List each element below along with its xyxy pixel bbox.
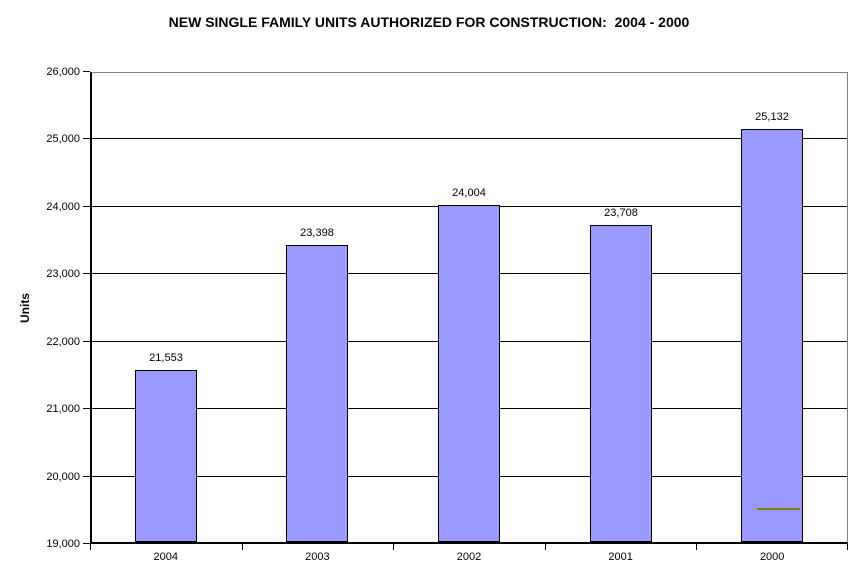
gridline (92, 138, 847, 140)
y-tick-label: 20,000 (46, 470, 80, 483)
y-tick-label: 25,000 (46, 133, 80, 146)
bar-2002 (438, 205, 500, 542)
y-axis-tick (83, 408, 90, 410)
y-axis-tick (83, 543, 90, 544)
y-tick-label: 26,000 (46, 66, 80, 78)
y-tick-label: 19,000 (46, 538, 80, 550)
y-axis-tick (83, 340, 90, 342)
x-category-label: 2001 (608, 551, 633, 563)
x-category-label: 2003 (305, 551, 330, 563)
x-category-label: 2004 (153, 551, 179, 563)
series-dash-marker (757, 508, 800, 510)
x-category-label: 2000 (759, 551, 785, 563)
x-axis-tick (393, 544, 395, 550)
y-axis-tick (83, 205, 90, 207)
x-axis-tick (241, 544, 243, 550)
x-axis-tick (544, 544, 546, 550)
x-axis-tick (847, 544, 848, 550)
bar-value-label: 21,553 (149, 352, 183, 364)
chart-title: NEW SINGLE FAMILY UNITS AUTHORIZED FOR C… (168, 14, 690, 30)
bar-2000 (741, 129, 803, 542)
y-axis-tick (83, 71, 90, 72)
bar-value-label: 24,004 (452, 187, 486, 199)
plot-area: 21,553 23,398 24,004 23,708 25,132 (90, 72, 848, 544)
x-category-label: 2002 (456, 551, 482, 563)
x-axis-tick (90, 544, 91, 550)
bar-value-label: 23,708 (604, 207, 638, 219)
bar-2001 (590, 225, 652, 542)
y-tick-label: 22,000 (46, 335, 80, 348)
y-axis-tick (83, 273, 90, 275)
y-tick-label: 24,000 (46, 200, 80, 213)
x-axis-tick (696, 544, 698, 550)
y-tick-label: 21,000 (46, 403, 80, 416)
bar-2004 (135, 370, 197, 542)
bar-value-label: 25,132 (755, 111, 789, 123)
y-tick-label: 23,000 (46, 268, 80, 281)
y-axis-tick (83, 475, 90, 477)
bar-value-label: 23,398 (300, 227, 334, 239)
bar-2003 (286, 245, 348, 542)
y-axis-tick (83, 138, 90, 140)
